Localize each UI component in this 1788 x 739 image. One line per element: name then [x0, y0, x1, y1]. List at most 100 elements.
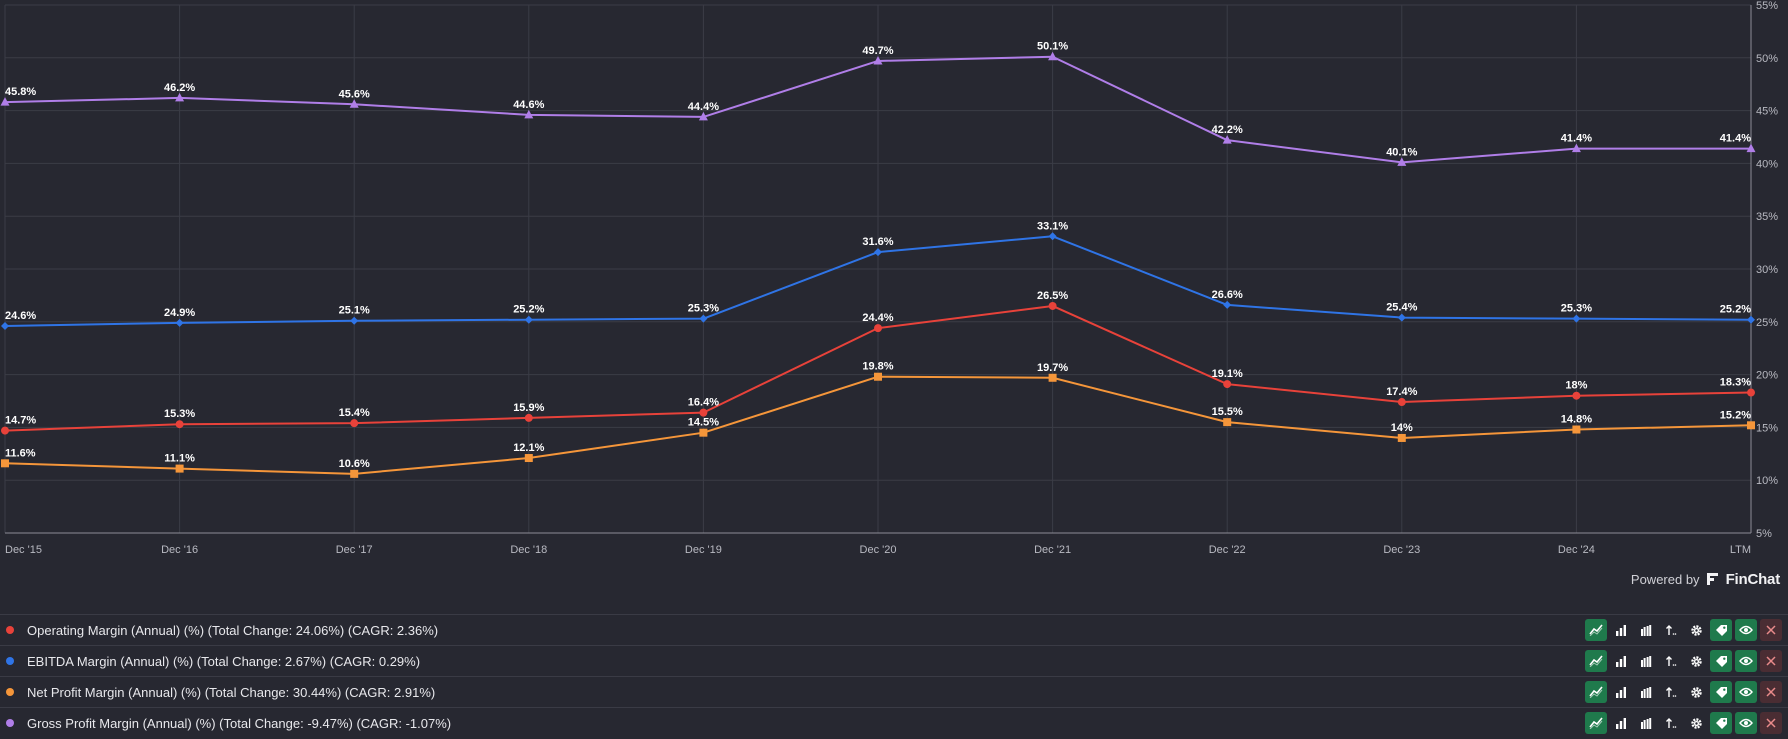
gear-button[interactable]: [1685, 681, 1707, 703]
powered-by[interactable]: Powered by FinChat: [1631, 568, 1780, 590]
data-label-gross: 45.8%: [5, 86, 36, 98]
data-point-operating: [1, 426, 9, 435]
data-label-ebitda: 33.1%: [1037, 220, 1068, 232]
data-point-operating: [175, 420, 184, 429]
grouped-bar-button[interactable]: [1635, 681, 1657, 703]
data-label-operating: 15.4%: [339, 407, 370, 419]
data-label-operating: 15.9%: [513, 402, 544, 414]
data-label-gross: 41.4%: [1561, 133, 1592, 145]
y-tick-label: 15%: [1756, 422, 1778, 434]
data-point-operating: [1747, 388, 1755, 397]
data-point-gross: [1222, 135, 1232, 144]
tag-button[interactable]: [1710, 650, 1732, 672]
bar-chart-button[interactable]: [1610, 681, 1632, 703]
series-color-dot: [6, 719, 14, 727]
bar-chart-button[interactable]: [1610, 650, 1632, 672]
line-chart-button[interactable]: [1585, 650, 1607, 672]
data-label-gross: 50.1%: [1037, 41, 1068, 53]
bar-chart-button[interactable]: [1610, 619, 1632, 641]
sort-button[interactable]: [1660, 619, 1682, 641]
legend-row-operating[interactable]: Operating Margin (Annual) (%) (Total Cha…: [0, 614, 1788, 645]
grouped-bar-icon: [1640, 686, 1652, 698]
gear-icon: [1690, 717, 1703, 730]
eye-button[interactable]: [1735, 619, 1757, 641]
data-label-operating: 19.1%: [1212, 368, 1243, 380]
y-tick-label: 40%: [1756, 158, 1778, 170]
x-tick-label: Dec '15: [5, 544, 42, 556]
tag-icon: [1715, 686, 1728, 699]
tag-button[interactable]: [1710, 712, 1732, 734]
eye-button[interactable]: [1735, 650, 1757, 672]
data-point-gross: [0, 97, 10, 106]
y-tick-label: 25%: [1756, 317, 1778, 329]
grouped-bar-button[interactable]: [1635, 619, 1657, 641]
line-chart-button[interactable]: [1585, 619, 1607, 641]
sort-button[interactable]: [1660, 712, 1682, 734]
eye-button[interactable]: [1735, 681, 1757, 703]
data-label-gross: 40.1%: [1386, 146, 1417, 158]
bar-chart-icon: [1615, 717, 1627, 729]
close-button[interactable]: [1760, 681, 1782, 703]
powered-by-text: Powered by: [1630, 571, 1700, 587]
data-point-ebitda: [1572, 314, 1581, 323]
legend-row-ebitda[interactable]: EBITDA Margin (Annual) (%) (Total Change…: [0, 645, 1788, 676]
data-point-ebitda: [1747, 315, 1755, 324]
data-point-ebitda: [1048, 232, 1057, 241]
gear-button[interactable]: [1685, 712, 1707, 734]
legend-label: Operating Margin (Annual) (%) (Total Cha…: [27, 622, 439, 638]
data-point-gross: [175, 92, 185, 102]
close-button[interactable]: [1760, 712, 1782, 734]
series-color-dot: [6, 626, 14, 634]
grouped-bar-button[interactable]: [1635, 650, 1657, 672]
legend-row-net[interactable]: Net Profit Margin (Annual) (%) (Total Ch…: [0, 676, 1788, 707]
data-label-ebitda: 31.6%: [862, 236, 893, 248]
y-tick-label: 50%: [1756, 53, 1778, 65]
x-tick-label: LTM: [1730, 544, 1751, 556]
close-icon: [1766, 625, 1776, 635]
sort-icon: [1665, 655, 1677, 667]
data-point-operating: [699, 408, 708, 417]
legend-row-gross[interactable]: Gross Profit Margin (Annual) (%) (Total …: [0, 707, 1788, 738]
data-label-net: 11.6%: [5, 447, 36, 459]
line-chart-button[interactable]: [1585, 712, 1607, 734]
eye-icon: [1739, 718, 1753, 728]
data-point-net: [1, 459, 9, 468]
gear-button[interactable]: [1685, 650, 1707, 672]
data-point-gross: [1048, 51, 1058, 61]
data-point-operating: [1048, 301, 1057, 310]
x-tick-label: Dec '19: [685, 544, 722, 556]
tag-button[interactable]: [1710, 619, 1732, 641]
sort-button[interactable]: [1660, 681, 1682, 703]
data-label-gross: 49.7%: [862, 45, 893, 57]
y-tick-label: 20%: [1756, 370, 1778, 382]
grouped-bar-icon: [1640, 717, 1652, 729]
data-point-net: [874, 372, 882, 381]
y-tick-label: 45%: [1756, 106, 1778, 118]
x-tick-label: Dec '21: [1034, 544, 1071, 556]
data-label-operating: 26.5%: [1037, 290, 1068, 302]
data-point-gross: [349, 99, 359, 108]
grouped-bar-button[interactable]: [1635, 712, 1657, 734]
data-point-ebitda: [1223, 300, 1232, 309]
y-tick-label: 35%: [1756, 211, 1778, 223]
data-label-operating: 16.4%: [688, 397, 719, 409]
line-chart-icon: [1589, 686, 1603, 698]
sort-button[interactable]: [1660, 650, 1682, 672]
gear-icon: [1690, 624, 1703, 637]
x-tick-label: Dec '18: [510, 544, 547, 556]
series-tools: [1585, 619, 1782, 641]
line-chart-button[interactable]: [1585, 681, 1607, 703]
eye-button[interactable]: [1735, 712, 1757, 734]
data-point-ebitda: [350, 316, 359, 325]
bar-chart-button[interactable]: [1610, 712, 1632, 734]
close-button[interactable]: [1760, 650, 1782, 672]
series-tools: [1585, 681, 1782, 703]
series-tools: [1585, 650, 1782, 672]
close-button[interactable]: [1760, 619, 1782, 641]
tag-button[interactable]: [1710, 681, 1732, 703]
data-point-net: [1397, 433, 1406, 442]
sort-icon: [1665, 624, 1677, 636]
data-label-net: 14.8%: [1561, 414, 1592, 426]
data-label-gross: 42.2%: [1212, 124, 1243, 136]
gear-button[interactable]: [1685, 619, 1707, 641]
